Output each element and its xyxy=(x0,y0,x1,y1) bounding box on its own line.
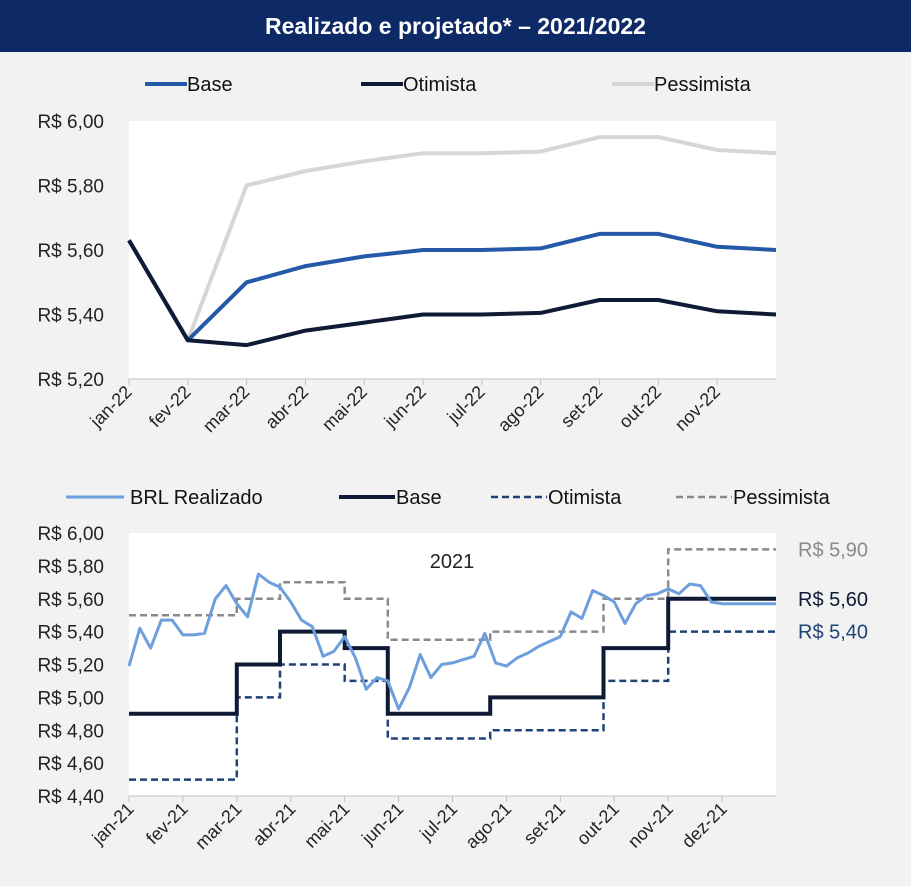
x-tick-label-2021: jun-21 xyxy=(357,799,407,849)
x-tick-label-2022: nov-22 xyxy=(671,382,724,435)
x-tick-label-2021: fev-21 xyxy=(142,799,192,849)
y-tick-label-2021: R$ 5,60 xyxy=(37,590,104,611)
x-tick-label-2021: ago-21 xyxy=(461,799,515,853)
end-label: R$ 5,60 xyxy=(798,589,868,611)
legend-label-otimista-2021: Otimista xyxy=(548,487,622,509)
x-tick-label-2021: nov-21 xyxy=(624,799,677,852)
x-tick-label-2022: jun-22 xyxy=(380,382,430,432)
series-line-pessimista-2021 xyxy=(129,548,776,642)
y-tick-label-2022: R$ 5,40 xyxy=(37,306,104,327)
end-label: R$ 5,90 xyxy=(798,539,868,561)
x-tick-label-2022: out-22 xyxy=(615,382,665,432)
legend-label-brl-realizado: BRL Realizado xyxy=(130,487,263,509)
x-tick-label-2022: jul-22 xyxy=(443,382,489,428)
x-tick-label-2022: ago-22 xyxy=(494,382,548,436)
legend-label-base-2021: Base xyxy=(396,487,442,509)
legend-label-otimista: Otimista xyxy=(403,74,477,96)
series-line-base xyxy=(127,231,777,343)
x-tick-label-2022: abr-22 xyxy=(261,382,312,433)
x-tick-label-2021: set-21 xyxy=(520,799,570,849)
end-label: R$ 5,40 xyxy=(798,622,868,644)
x-tick-label-2021: out-21 xyxy=(573,799,623,849)
series-line-pessimista xyxy=(127,135,777,343)
series-line-otimista xyxy=(127,239,777,348)
y-tick-label-2021: R$ 4,60 xyxy=(37,754,104,775)
y-tick-label-2021: R$ 5,80 xyxy=(37,557,104,578)
x-tick-label-2022: mar-22 xyxy=(199,382,253,436)
legend-label-pessimista-2021: Pessimista xyxy=(733,487,831,509)
y-tick-label-2021: R$ 5,40 xyxy=(37,623,104,644)
y-tick-label-2021: R$ 5,00 xyxy=(37,688,104,709)
annotation-year: 2021 xyxy=(430,551,475,573)
x-tick-label-2021: dez-21 xyxy=(678,799,731,852)
x-tick-label-2022: mai-22 xyxy=(318,382,371,435)
x-tick-label-2021: jul-21 xyxy=(415,799,461,845)
y-tick-label-2022: R$ 6,00 xyxy=(37,112,104,133)
y-tick-label-2021: R$ 6,00 xyxy=(37,524,104,545)
legend-label-base: Base xyxy=(187,74,233,96)
x-tick-label-2021: abr-21 xyxy=(249,799,300,850)
y-tick-label-2022: R$ 5,80 xyxy=(37,177,104,198)
x-tick-label-2022: set-22 xyxy=(557,382,607,432)
x-tick-label-2021: mai-21 xyxy=(300,799,353,852)
x-tick-label-2022: fev-22 xyxy=(145,382,195,432)
y-tick-label-2021: R$ 5,20 xyxy=(37,656,104,677)
x-tick-label-2021: mar-21 xyxy=(191,799,245,853)
series-line-brl-realizado xyxy=(127,572,776,711)
y-tick-label-2022: R$ 5,20 xyxy=(37,370,104,391)
y-tick-label-2021: R$ 4,80 xyxy=(37,721,104,742)
legend-label-pessimista: Pessimista xyxy=(654,74,752,96)
y-tick-label-2021: R$ 4,40 xyxy=(37,787,104,808)
chart-header: Realizado e projetado* – 2021/2022 xyxy=(0,0,911,52)
y-tick-label-2022: R$ 5,60 xyxy=(37,241,104,262)
header-title: Realizado e projetado* – 2021/2022 xyxy=(265,12,646,39)
